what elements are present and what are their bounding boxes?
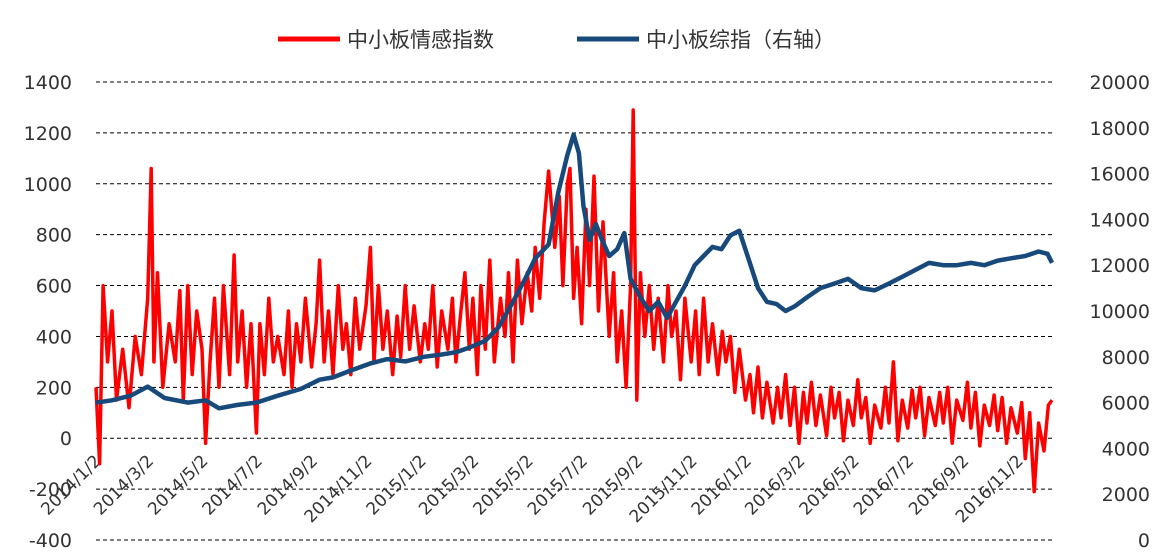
right-tick-label: 8000 [1102,347,1150,369]
right-tick-label: 4000 [1102,438,1150,460]
right-tick-label: 20000 [1090,72,1150,94]
right-axis-ticks: 0 2000 4000 6000 8000 10000 12000 14000 16000 180… [1090,72,1150,552]
right-tick-label: 6000 [1102,393,1150,415]
legend-label-sentiment: 中小板情感指数 [347,28,494,52]
left-tick-label: 1000 [24,174,72,196]
right-tick-label: 2000 [1102,484,1150,506]
left-tick-label: 800 [36,225,72,247]
right-tick-label: 16000 [1090,164,1150,186]
left-tick-label: 400 [36,326,72,348]
series-layer [94,108,1055,494]
legend-label-index: 中小板综指（右轴） [646,28,835,52]
left-tick-label: 600 [36,276,72,298]
right-tick-label: 12000 [1090,255,1150,277]
right-tick-label: 14000 [1090,209,1150,231]
series-line-sentiment [94,108,1054,494]
right-tick-label: 0 [1138,530,1150,552]
legend: 中小板情感指数 中小板综指（右轴） [278,28,835,52]
left-tick-label: 200 [36,377,72,399]
right-tick-label: 18000 [1090,118,1150,140]
left-tick-label: 1200 [24,123,72,145]
left-tick-label: 1400 [24,72,72,94]
right-tick-label: 10000 [1090,301,1150,323]
series-line-index [95,132,1055,411]
left-tick-label: -400 [29,530,72,552]
left-axis-ticks: -400 -200 0 200 400 600 800 1000 1200 1400 [24,72,72,552]
left-tick-label: -200 [29,479,72,501]
left-tick-label: 0 [60,428,72,450]
